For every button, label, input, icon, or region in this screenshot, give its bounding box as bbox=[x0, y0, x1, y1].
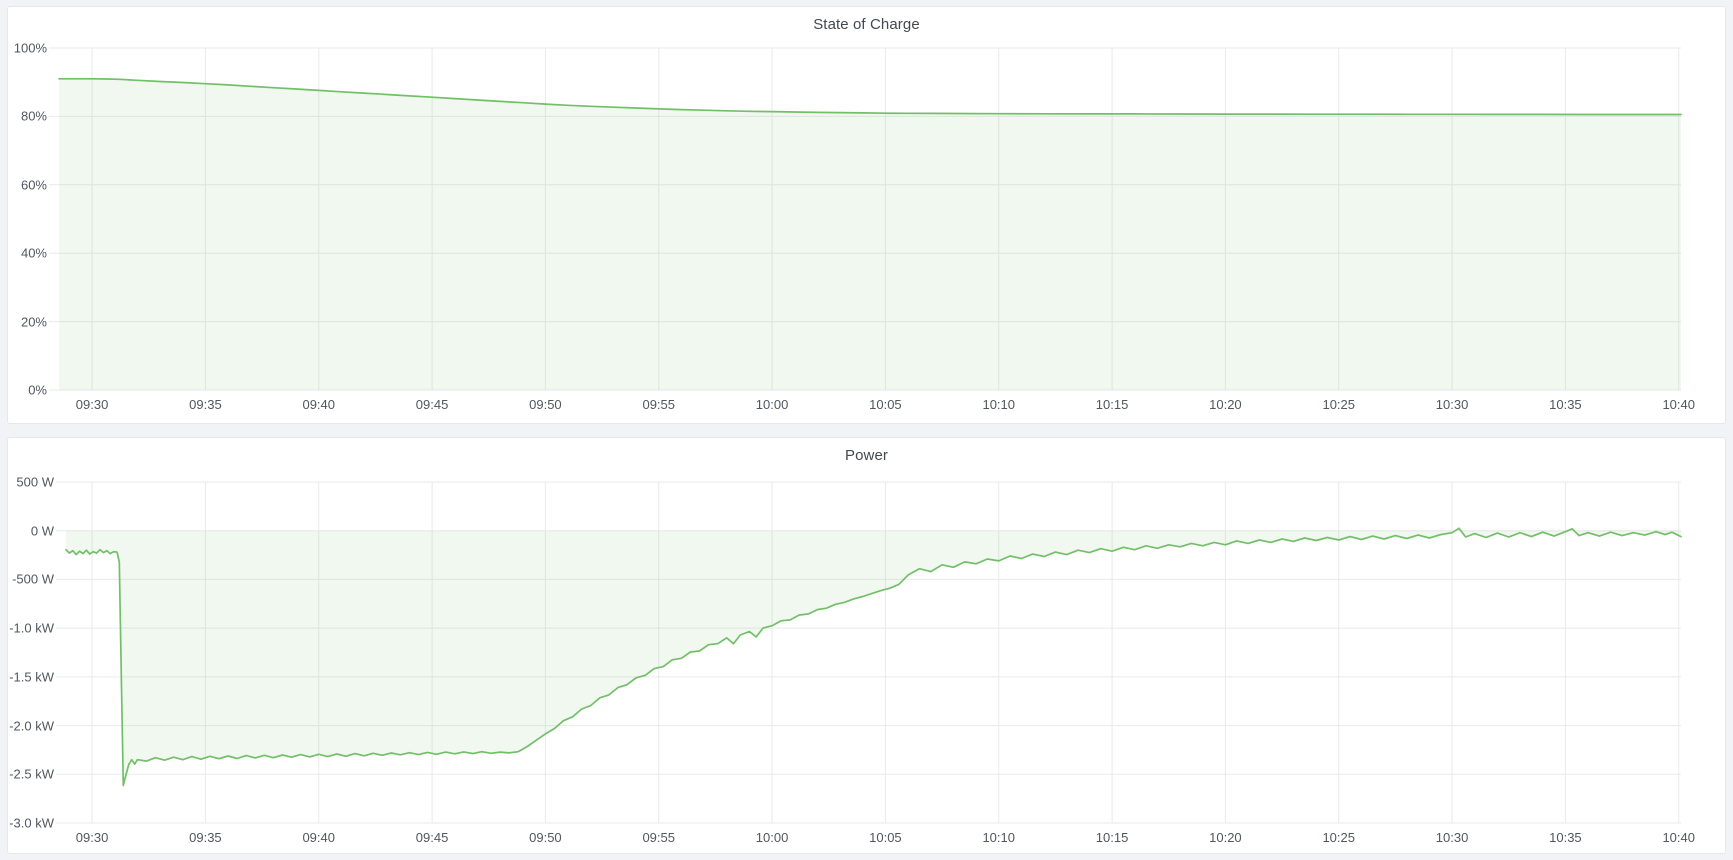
y-axis-tick-label: 100% bbox=[13, 40, 47, 56]
gridlines bbox=[56, 481, 1681, 824]
series-area-fill bbox=[66, 528, 1681, 786]
x-axis-tick-label: 09:30 bbox=[75, 830, 109, 845]
x-axis-tick-label: 10:35 bbox=[1549, 397, 1582, 412]
power-panel-title: Power bbox=[844, 447, 889, 464]
x-axis-tick-label: 09:50 bbox=[529, 830, 562, 845]
power-chart[interactable] bbox=[56, 481, 1682, 824]
x-axis-tick-label: 10:00 bbox=[755, 830, 789, 845]
series-line bbox=[65, 527, 1682, 787]
x-axis-tick-label: 10:35 bbox=[1549, 830, 1582, 845]
x-axis-tick-label: 09:55 bbox=[642, 397, 676, 412]
y-axis-tick-label: 60% bbox=[20, 177, 47, 193]
x-axis-tick-label: 09:55 bbox=[642, 830, 675, 845]
y-axis-tick-label: 80% bbox=[20, 108, 47, 124]
x-axis-tick-label: 10:00 bbox=[755, 397, 789, 412]
y-axis-tick-label: 20% bbox=[20, 314, 47, 330]
state-of-charge-panel: State of Charge 100% 80% 60% 40% 20% 0% 09:30 0… bbox=[7, 6, 1726, 424]
x-axis-tick-label: 09:35 bbox=[189, 830, 222, 845]
x-axis-tick-label: 10:40 bbox=[1662, 830, 1695, 845]
state-of-charge-chart[interactable] bbox=[49, 47, 1682, 391]
y-axis-tick-label: -500 W bbox=[12, 571, 54, 587]
y-axis-tick-label: 500 W bbox=[16, 474, 54, 490]
y-axis-tick-label: 40% bbox=[20, 245, 47, 261]
x-axis-tick-label: 09:45 bbox=[415, 397, 449, 412]
x-axis-tick-label: 09:50 bbox=[529, 397, 562, 412]
power-panel: Power 500 W 0 W -500 W -1.0 kW -1.5 kW -2.0 k… bbox=[7, 437, 1726, 854]
x-axis-tick-label: 10:20 bbox=[1209, 397, 1242, 412]
x-axis-tick-label: 10:05 bbox=[869, 397, 902, 412]
x-axis-tick-label: 10:25 bbox=[1322, 397, 1356, 412]
x-axis-tick-label: 10:20 bbox=[1209, 830, 1242, 845]
y-axis-tick-label: -2.5 kW bbox=[9, 766, 54, 782]
state-of-charge-panel-title: State of Charge bbox=[813, 16, 920, 33]
x-axis-tick-label: 09:40 bbox=[302, 830, 335, 845]
x-axis-tick-label: 10:10 bbox=[982, 830, 1015, 845]
series-area-fill bbox=[59, 78, 1681, 391]
chart-canvas bbox=[56, 481, 1682, 824]
series-line bbox=[58, 77, 1682, 116]
x-axis-tick-label: 10:15 bbox=[1095, 830, 1129, 845]
chart-canvas bbox=[49, 47, 1682, 391]
x-axis-tick-label: 10:15 bbox=[1095, 397, 1129, 412]
x-axis-tick-label: 10:40 bbox=[1662, 397, 1695, 412]
x-axis-tick-label: 10:10 bbox=[982, 397, 1016, 412]
y-axis-tick-label: -1.0 kW bbox=[9, 620, 54, 636]
x-axis-tick-label: 09:35 bbox=[189, 397, 222, 412]
y-axis-tick-label: -1.5 kW bbox=[9, 669, 54, 685]
y-axis-tick-label: -3.0 kW bbox=[9, 815, 54, 831]
x-axis-tick-label: 09:40 bbox=[302, 397, 336, 412]
y-axis-tick-label: -2.0 kW bbox=[9, 718, 54, 734]
x-axis-tick-label: 09:30 bbox=[75, 397, 109, 412]
y-axis-tick-label: 0% bbox=[28, 382, 47, 398]
x-axis-tick-label: 09:45 bbox=[415, 830, 449, 845]
y-axis-tick-label: 0 W bbox=[30, 523, 54, 539]
x-axis-tick-label: 10:25 bbox=[1322, 830, 1355, 845]
x-axis-tick-label: 10:30 bbox=[1435, 397, 1469, 412]
x-axis-tick-label: 10:30 bbox=[1435, 830, 1469, 845]
gridlines bbox=[49, 47, 1681, 391]
x-axis-tick-label: 10:05 bbox=[869, 830, 902, 845]
